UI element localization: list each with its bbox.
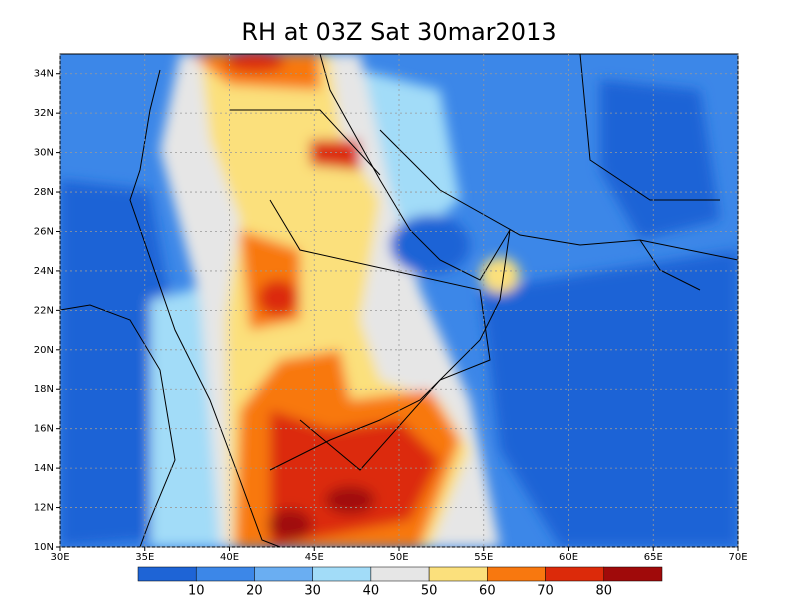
colorbar-label: 20 bbox=[246, 584, 263, 599]
y-tick-label: 28N bbox=[34, 187, 54, 198]
x-tick-label: 60E bbox=[559, 552, 578, 563]
colorbar-label: 70 bbox=[537, 584, 554, 599]
y-tick-label: 20N bbox=[34, 345, 54, 356]
colorbar-bin bbox=[312, 566, 372, 582]
y-tick-label: 12N bbox=[34, 503, 54, 514]
field-patches bbox=[60, 54, 738, 547]
x-tick-label: 45E bbox=[305, 552, 324, 563]
x-tick-label: 50E bbox=[389, 552, 408, 563]
y-tick-label: 10N bbox=[34, 542, 54, 553]
y-tick-label: 24N bbox=[34, 266, 54, 277]
rh-field bbox=[60, 54, 738, 547]
colorbar-bin bbox=[137, 566, 197, 582]
y-tick-label: 14N bbox=[34, 463, 54, 474]
x-tick-label: 65E bbox=[644, 552, 663, 563]
title: RH at 03Z Sat 30mar2013 bbox=[241, 18, 556, 46]
colorbar-label: 40 bbox=[363, 584, 380, 599]
x-tick-label: 40E bbox=[220, 552, 239, 563]
colorbar-bin bbox=[370, 566, 430, 582]
y-tick-label: 16N bbox=[34, 424, 54, 435]
y-tick-label: 30N bbox=[34, 148, 54, 159]
y-tick-label: 26N bbox=[34, 226, 54, 237]
colorbar-bin bbox=[545, 566, 605, 582]
y-tick-label: 18N bbox=[34, 384, 54, 395]
x-tick-label: 55E bbox=[474, 552, 493, 563]
colorbar-bin bbox=[603, 566, 663, 582]
x-tick-label: 70E bbox=[728, 552, 747, 563]
colorbar-bin bbox=[487, 566, 546, 582]
x-tick-label: 35E bbox=[135, 552, 154, 563]
colorbar-label: 80 bbox=[596, 584, 613, 599]
x-tick-label: 30E bbox=[50, 552, 69, 563]
colorbar-bin bbox=[428, 566, 488, 582]
colorbar-bin bbox=[254, 566, 313, 582]
colorbar-label: 50 bbox=[421, 584, 438, 599]
colorbar-label: 10 bbox=[188, 584, 205, 599]
colorbar-bin bbox=[195, 566, 255, 582]
y-tick-label: 22N bbox=[34, 305, 54, 316]
colorbar-label: 60 bbox=[479, 584, 496, 599]
colorbar-label: 30 bbox=[304, 584, 321, 599]
y-tick-label: 32N bbox=[34, 108, 54, 119]
y-tick-label: 34N bbox=[34, 69, 54, 80]
